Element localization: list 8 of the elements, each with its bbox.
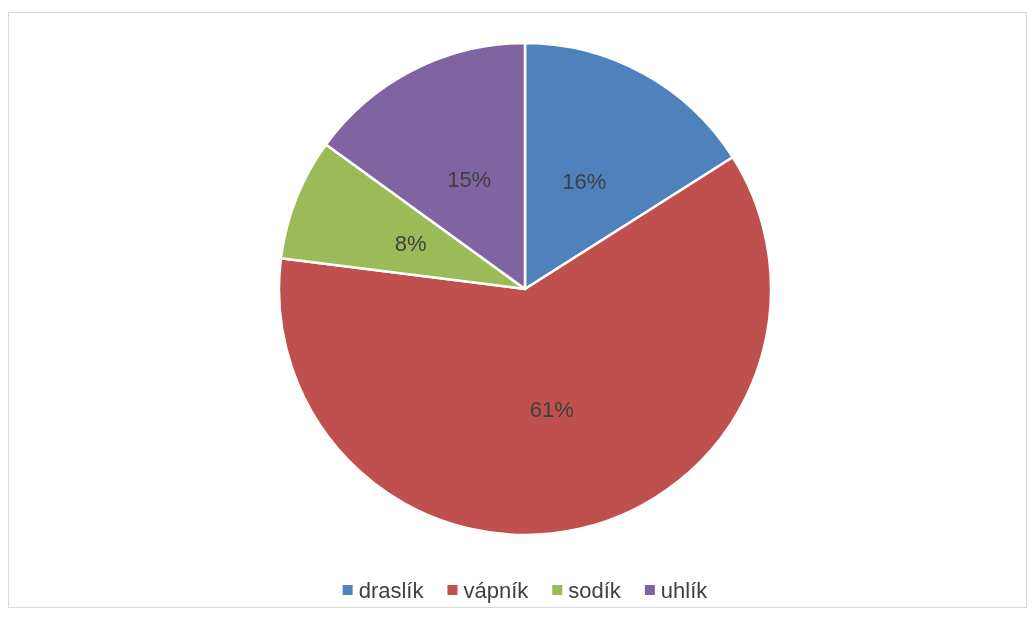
data-label: 8% bbox=[394, 231, 427, 257]
legend-label: draslík bbox=[358, 577, 425, 603]
legend-label: vápník bbox=[463, 577, 530, 603]
legend-label: sodík bbox=[568, 577, 622, 603]
data-label: 15% bbox=[447, 167, 492, 193]
legend-label: uhlík bbox=[660, 577, 709, 603]
data-label: 61% bbox=[529, 396, 574, 422]
data-label: 16% bbox=[562, 168, 607, 194]
